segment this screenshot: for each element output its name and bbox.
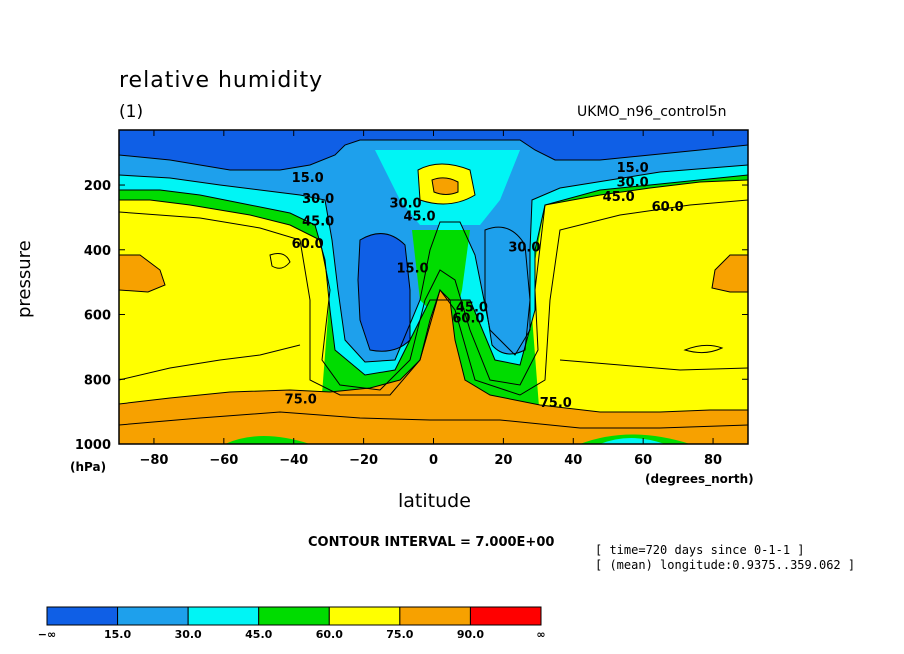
colorbar-swatch [258, 606, 330, 626]
contour-line [119, 289, 748, 413]
contour-label: 45.0 [302, 214, 334, 229]
x-axis-label: latitude [398, 490, 471, 512]
contour-label: 15.0 [617, 161, 649, 176]
colorbar-label: ∞ [536, 628, 545, 641]
x-tick-label: 40 [564, 453, 582, 468]
contour-line [119, 174, 748, 376]
contour-line [119, 254, 166, 293]
humidity-field [119, 130, 748, 444]
time-info: [ time=720 days since 0-1-1 ] [595, 543, 805, 557]
longitude-info: [ (mean) longitude:0.9375..359.062 ] [595, 558, 856, 572]
contour-line [417, 163, 476, 205]
colorbar-label: 75.0 [386, 628, 413, 641]
contour-label: 30.0 [617, 176, 649, 191]
blob-orange-west [119, 255, 165, 292]
colorbar-swatch [187, 606, 260, 626]
colorbar-swatch [399, 606, 471, 626]
x-tick-label: −20 [349, 453, 378, 468]
x-tick-label: −40 [279, 453, 308, 468]
band-15-30-upper [119, 130, 748, 362]
colorbar: −∞ 15.0 30.0 45.0 60.0 75.0 90.0 ∞ [38, 606, 546, 641]
contour-line [559, 359, 748, 371]
contour-label: 45.0 [403, 210, 435, 225]
colorbar-swatch [469, 606, 542, 626]
y-axis: 200 400 600 800 1000 [75, 179, 748, 453]
y-tick-label: 1000 [75, 438, 111, 453]
y-axis-unit: (hPa) [70, 460, 107, 474]
contour-label: 60.0 [652, 200, 684, 215]
x-tick-label: 60 [634, 453, 652, 468]
contour-label: 30.0 [508, 240, 540, 255]
contour-label: 15.0 [396, 261, 428, 276]
surface-patch-north-cyan [600, 438, 665, 444]
colorbar-swatch [328, 606, 401, 626]
contour-line [431, 177, 459, 195]
contour-label: 75.0 [540, 396, 572, 411]
contour-line [269, 253, 291, 269]
contour-line [119, 411, 748, 429]
x-tick-label: 20 [494, 453, 512, 468]
colorbar-label: 15.0 [104, 628, 131, 641]
y-tick-label: 800 [84, 373, 111, 388]
contour-line [119, 179, 748, 391]
contour-label: 60.0 [292, 237, 324, 252]
contour-line [711, 254, 748, 293]
cell-15-30-north [485, 227, 530, 354]
x-tick-label: −60 [209, 453, 238, 468]
x-axis: −80 −60 −40 −20 0 20 40 60 80 [139, 130, 722, 468]
contour-line [484, 226, 531, 355]
colorbar-label: 90.0 [457, 628, 484, 641]
experiment-label: UKMO_n96_control5n [577, 104, 727, 120]
y-tick-label: 200 [84, 179, 111, 194]
contour-line [683, 344, 724, 354]
contour-interval-label: CONTOUR INTERVAL = 7.000E+00 [308, 535, 555, 550]
colorbar-swatch [46, 606, 119, 626]
surface-patch-south [225, 436, 310, 444]
colorbar-label: 45.0 [245, 628, 272, 641]
y-tick-label: 600 [84, 309, 111, 324]
colorbar-label: 60.0 [316, 628, 343, 641]
colorbar-swatch [117, 606, 189, 626]
contour-line [119, 139, 748, 171]
chart-subtitle: (1) [119, 102, 144, 122]
contour-label: 45.0 [603, 190, 635, 205]
colorbar-label: 30.0 [175, 628, 202, 641]
cell-lt-15-south [358, 233, 410, 352]
x-tick-label: 80 [704, 453, 722, 468]
x-axis-unit: (degrees_north) [645, 472, 754, 486]
chart-title: relative humidity [119, 68, 324, 93]
contour-label: 45.0 [456, 300, 488, 315]
x-tick-label: −80 [139, 453, 168, 468]
contour-line [357, 233, 411, 352]
contour-lines [119, 139, 748, 429]
contour-line [119, 164, 748, 363]
contour-label: 15.0 [292, 171, 324, 186]
contour-label: 75.0 [285, 393, 317, 408]
contour-line [119, 344, 301, 381]
tropical-moist-orange [432, 177, 458, 195]
contour-label: 30.0 [390, 197, 422, 212]
contour-label: 30.0 [302, 192, 334, 207]
contour-label: 60.0 [452, 312, 484, 327]
y-tick-label: 400 [84, 244, 111, 259]
x-tick-label: 0 [429, 453, 438, 468]
colorbar-label: −∞ [38, 628, 56, 641]
band-75-90-boundary [119, 290, 748, 444]
contour-labels: 15.030.045.060.030.045.015.030.045.060.0… [285, 161, 684, 411]
